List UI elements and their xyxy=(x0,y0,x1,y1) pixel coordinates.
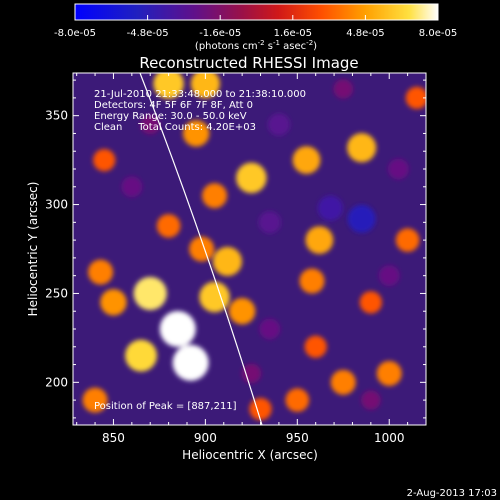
colorbar-unit-label: (photons cm-2 s-1 asec-2) xyxy=(195,39,317,52)
intensity-blob xyxy=(182,120,210,147)
colorbar-ramp xyxy=(74,3,439,21)
intensity-blob xyxy=(93,148,116,172)
intensity-blob xyxy=(304,335,327,358)
y-axis-label: Heliocentric Y (arcsec) xyxy=(26,182,40,317)
intensity-blob xyxy=(82,387,108,413)
colorbar-tick-label: -4.8e-05 xyxy=(127,28,169,39)
y-tick-label: 250 xyxy=(45,286,68,300)
intensity-blob xyxy=(267,113,291,136)
intensity-blob xyxy=(212,246,242,277)
intensity-blob xyxy=(333,79,354,99)
clean-counts-text: Clean Total Counts: 4.20E+03 xyxy=(94,122,256,133)
intensity-blob xyxy=(172,344,209,381)
intensity-blob xyxy=(241,363,262,384)
colorbar: -8.0e-05 -4.8e-05 -1.6e-05 1.6e-05 4.8e-05 8.… xyxy=(54,3,457,52)
plot-area xyxy=(73,73,426,425)
axes: 850 900 950 1000 200 250 300 350 xyxy=(45,73,427,445)
colorbar-tick-label: 8.0e-05 xyxy=(419,28,457,39)
colorbar-tick-label: -8.0e-05 xyxy=(54,28,96,39)
chart-title: Reconstructed RHESSI Image xyxy=(139,54,358,72)
colorbar-tick-label: -1.6e-05 xyxy=(199,28,241,39)
intensity-map xyxy=(82,73,426,421)
intensity-blob xyxy=(259,318,281,340)
intensity-blob xyxy=(236,162,267,194)
intensity-blob xyxy=(100,289,127,316)
intensity-blob xyxy=(121,176,143,198)
intensity-blob xyxy=(190,73,220,99)
intensity-blob xyxy=(258,211,281,234)
intensity-blob xyxy=(395,228,420,252)
x-tick-label: 900 xyxy=(194,431,217,445)
y-tick-label: 300 xyxy=(45,198,68,212)
intensity-blob xyxy=(347,204,376,233)
x-tick-label: 1000 xyxy=(374,431,405,445)
detectors-text: Detectors: 4F 5F 6F 7F 8F, Att 0 xyxy=(94,100,253,111)
intensity-blob xyxy=(199,281,230,313)
x-axis-label: Heliocentric X (arcsec) xyxy=(182,448,318,462)
intensity-blob xyxy=(140,114,160,135)
intensity-blob xyxy=(285,388,310,412)
plot-frame xyxy=(72,72,427,426)
x-tick-label: 850 xyxy=(102,431,125,445)
annotation-block: 21-Jul-2010 21:33:48.000 to 21:38:10.000… xyxy=(94,89,306,412)
intensity-blob xyxy=(249,397,272,421)
intensity-blob xyxy=(299,268,325,294)
intensity-blob xyxy=(376,360,402,386)
y-tick-label: 200 xyxy=(45,375,68,389)
intensity-blob xyxy=(228,298,256,325)
intensity-blob xyxy=(347,133,377,163)
solar-limb xyxy=(139,73,263,425)
intensity-blob xyxy=(305,226,334,254)
intensity-blob xyxy=(156,214,181,238)
intensity-blob xyxy=(359,291,382,314)
time-range-text: 21-Jul-2010 21:33:48.000 to 21:38:10.000 xyxy=(94,89,306,100)
intensity-blob xyxy=(361,390,381,410)
intensity-blob xyxy=(387,158,409,180)
intensity-blob xyxy=(292,146,321,174)
peak-position-text: Position of Peak = [887,211] xyxy=(94,401,237,412)
footer-date: 2-Aug-2013 17:03 xyxy=(407,488,497,499)
intensity-blob xyxy=(125,339,157,372)
colorbar-ticks: -8.0e-05 -4.8e-05 -1.6e-05 1.6e-05 4.8e-05 8.… xyxy=(54,15,457,39)
intensity-blob xyxy=(330,369,356,395)
colorbar-tick-label: 4.8e-05 xyxy=(346,28,384,39)
intensity-blob xyxy=(159,311,196,347)
intensity-blob xyxy=(378,265,400,287)
intensity-blob xyxy=(189,236,215,262)
colorbar-tick-label: 1.6e-05 xyxy=(274,28,312,39)
intensity-blob xyxy=(317,195,343,221)
energy-range-text: Energy Range: 30.0 - 50.0 keV xyxy=(94,111,247,122)
intensity-blob xyxy=(133,276,167,311)
x-tick-label: 950 xyxy=(286,431,309,445)
intensity-blob xyxy=(405,86,426,110)
intensity-blob xyxy=(153,73,184,99)
intensity-blob xyxy=(202,183,228,209)
intensity-blob xyxy=(88,259,114,285)
y-tick-label: 350 xyxy=(45,109,68,123)
